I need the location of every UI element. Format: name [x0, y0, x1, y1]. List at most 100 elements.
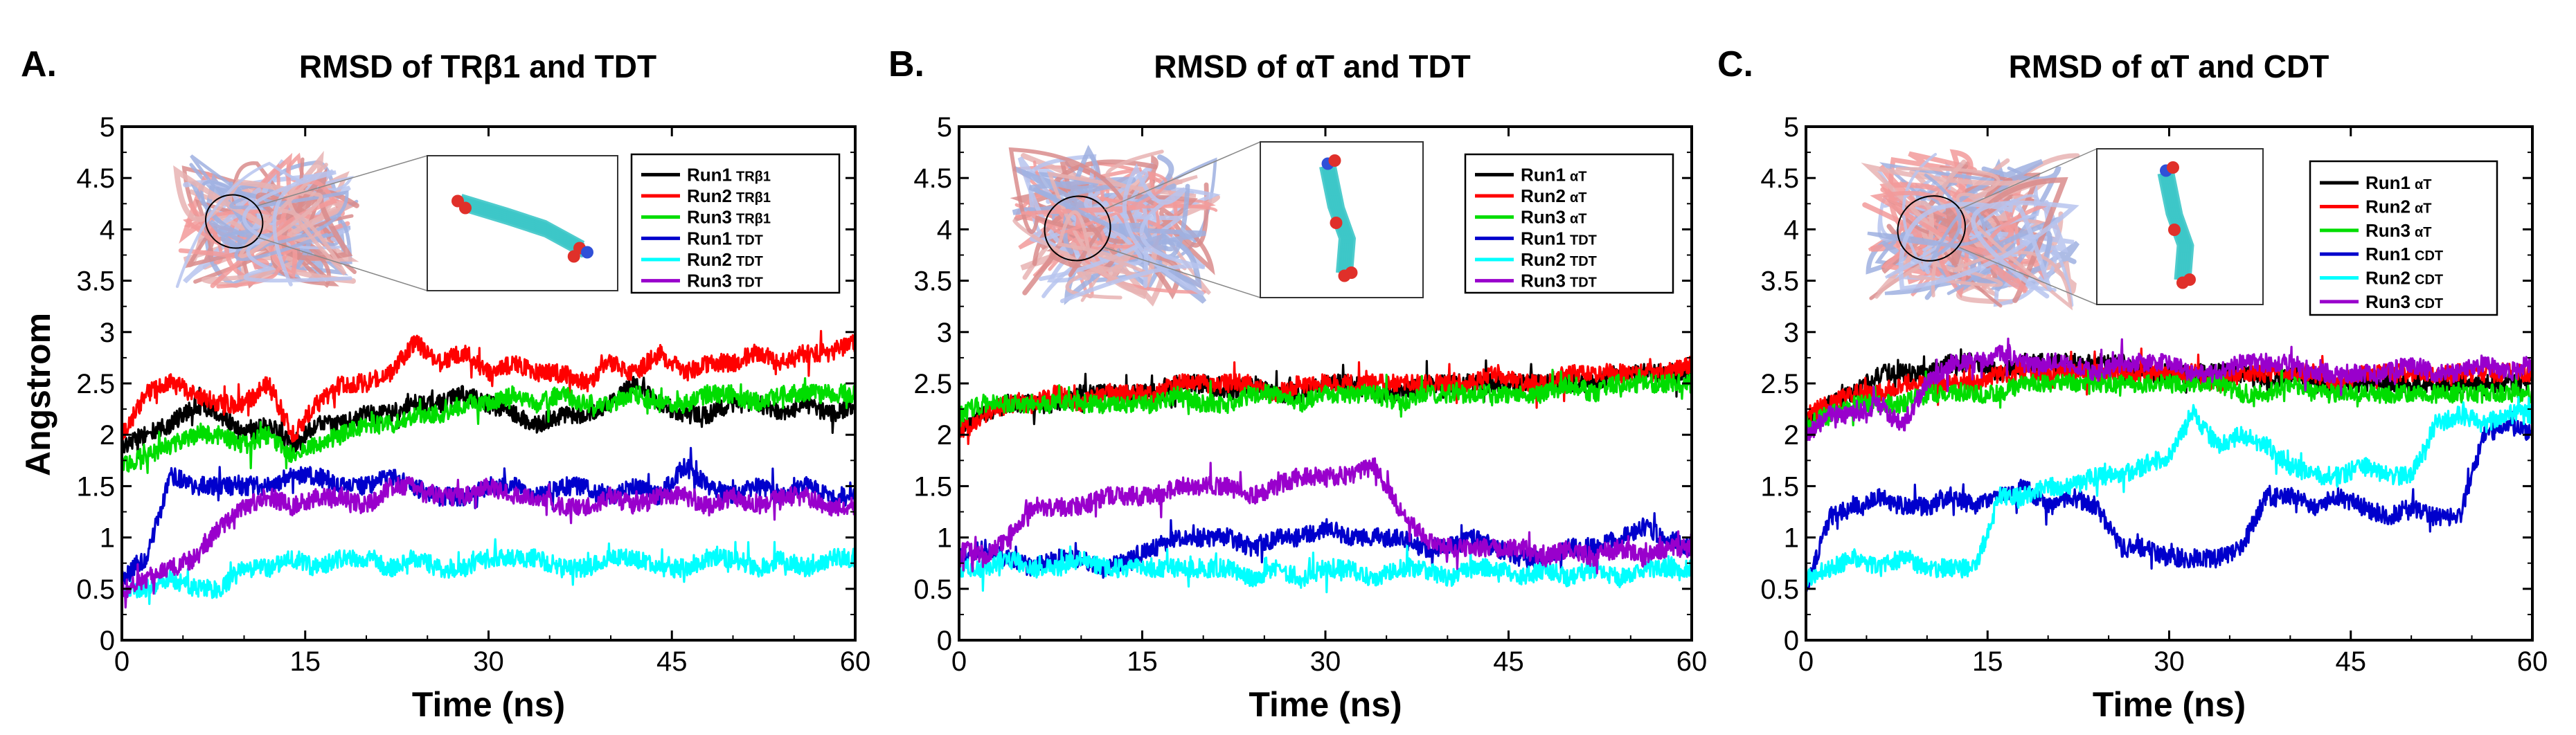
- protein-ribbon: [1012, 145, 1136, 255]
- x-tick-label: 60: [2517, 646, 2548, 677]
- y-tick-label: 2.5: [76, 369, 115, 399]
- ligand-atom: [459, 201, 472, 215]
- ligand-atom: [1330, 217, 1343, 229]
- legend-molecule: TDT: [1570, 254, 1597, 269]
- y-tick-label: 0.5: [1760, 574, 1799, 605]
- ligand-bond: [460, 206, 585, 258]
- legend-box: [1464, 153, 1674, 294]
- x-tick-label: 15: [1972, 646, 2003, 677]
- legend-label: Run2 TDT: [687, 249, 763, 270]
- ligand-atom: [2183, 273, 2196, 286]
- y-tick-label: 1.5: [1760, 471, 1799, 502]
- y-tick-label: 3.5: [76, 266, 115, 297]
- y-tick-label: 0: [937, 626, 952, 656]
- ligand-atom: [567, 250, 580, 263]
- y-tick-label: 3.5: [913, 266, 952, 297]
- series-line-run2-TDT: [959, 545, 1692, 594]
- panel-letter: B.: [888, 44, 924, 84]
- legend-molecule: CDT: [2415, 248, 2443, 264]
- x-tick-label: 0: [1798, 646, 1814, 677]
- protein-ribbon: [1059, 163, 1206, 304]
- series-line-run3-CDT: [1806, 337, 2532, 442]
- protein-ribbon: [238, 163, 347, 275]
- y-tick-label: 1: [1784, 523, 1799, 554]
- y-tick-label: 1.5: [76, 471, 115, 502]
- x-tick-label: 0: [114, 646, 129, 677]
- legend-molecule: TRβ1: [736, 169, 771, 184]
- legend-box: [2309, 160, 2498, 316]
- legend-molecule: αT: [2415, 177, 2432, 192]
- ligand-atom: [2167, 161, 2179, 174]
- legend-molecule: CDT: [2415, 296, 2443, 311]
- zoom-line: [257, 237, 428, 291]
- y-axis-title: Angstrom: [19, 313, 57, 476]
- ligand-structure-image: [1260, 141, 1424, 298]
- y-tick-label: 4: [100, 215, 115, 245]
- ligand-structure-image: [427, 155, 618, 291]
- ligand-atom: [2168, 224, 2181, 236]
- legend-molecule: αT: [2415, 201, 2432, 217]
- series-line-run3-TDT: [959, 457, 1692, 574]
- y-tick-label: 2.5: [1760, 369, 1799, 399]
- chart-title: RMSD of αT and TDT: [1154, 48, 1471, 84]
- x-tick-label: 30: [473, 646, 504, 677]
- series-line-run1-TRβ1: [122, 376, 855, 459]
- protein-ribbon: [1008, 147, 1136, 278]
- legend-molecule: CDT: [2415, 273, 2443, 288]
- y-tick-label: 4: [1784, 215, 1799, 245]
- protein-structure-image: [173, 150, 428, 291]
- x-tick-label: 45: [656, 646, 688, 677]
- series-line-run2-TDT: [122, 538, 855, 606]
- y-tick-label: 3: [100, 318, 115, 348]
- binding-site-ellipse: [1044, 195, 1111, 262]
- zoom-line: [1959, 148, 2098, 210]
- x-axis-title: Time (ns): [412, 685, 565, 724]
- protein-ribbon: [1021, 171, 1218, 248]
- series-line-run3-TDT: [122, 476, 855, 609]
- protein-ribbon: [1895, 167, 2073, 311]
- y-tick-label: 4.5: [1760, 163, 1799, 194]
- binding-site-ellipse: [1897, 195, 1966, 262]
- y-tick-label: 1.5: [913, 471, 952, 502]
- y-tick-label: 4.5: [76, 163, 115, 194]
- panel-letter: C.: [1717, 44, 1753, 84]
- y-tick-label: 3: [937, 318, 952, 348]
- x-tick-label: 45: [2336, 646, 2367, 677]
- y-tick-label: 5: [1784, 112, 1799, 143]
- series-group: [122, 329, 855, 609]
- y-tick-label: 4.5: [913, 163, 952, 194]
- x-tick-label: 30: [1310, 646, 1341, 677]
- protein-structure-image: [1008, 141, 1261, 307]
- zoom-line: [1959, 246, 2098, 305]
- protein-ribbon: [1898, 199, 2079, 299]
- panel-letter: A.: [21, 44, 57, 84]
- series-group: [1806, 337, 2532, 592]
- chart-title: RMSD of αT and CDT: [2009, 48, 2329, 84]
- y-tick-label: 3: [1784, 318, 1799, 348]
- y-tick-label: 0: [1784, 626, 1799, 656]
- panel-0: A. RMSD of TRβ1 and TDT 0 0.5 1 1.5 2 2.5 3 3.5 4 4…: [21, 44, 870, 724]
- ligand-structure-image: [2096, 148, 2264, 305]
- legend-molecule: αT: [1570, 190, 1587, 206]
- legend-molecule: αT: [1570, 212, 1587, 227]
- x-tick-label: 60: [840, 646, 871, 677]
- y-tick-label: 1: [937, 523, 952, 554]
- y-tick-label: 0: [100, 626, 115, 656]
- legend-molecule: TDT: [736, 233, 763, 248]
- y-tick-label: 3.5: [1760, 266, 1799, 297]
- legend-molecule: TRβ1: [736, 212, 771, 227]
- zoom-line: [1104, 141, 1261, 210]
- protein-ribbon: [242, 170, 352, 287]
- y-tick-label: 0.5: [76, 574, 115, 605]
- ligand-atom: [581, 246, 593, 259]
- x-tick-label: 30: [2154, 646, 2185, 677]
- legend-molecule: αT: [1570, 169, 1587, 184]
- x-tick-label: 60: [1676, 646, 1708, 677]
- y-tick-label: 4: [937, 215, 952, 245]
- y-tick-label: 2: [100, 420, 115, 451]
- panel-1: B. RMSD of αT and TDT 0 0.5 1 1.5 2 2.5 3 3.5 4 4.5…: [888, 44, 1707, 724]
- x-tick-label: 15: [290, 646, 321, 677]
